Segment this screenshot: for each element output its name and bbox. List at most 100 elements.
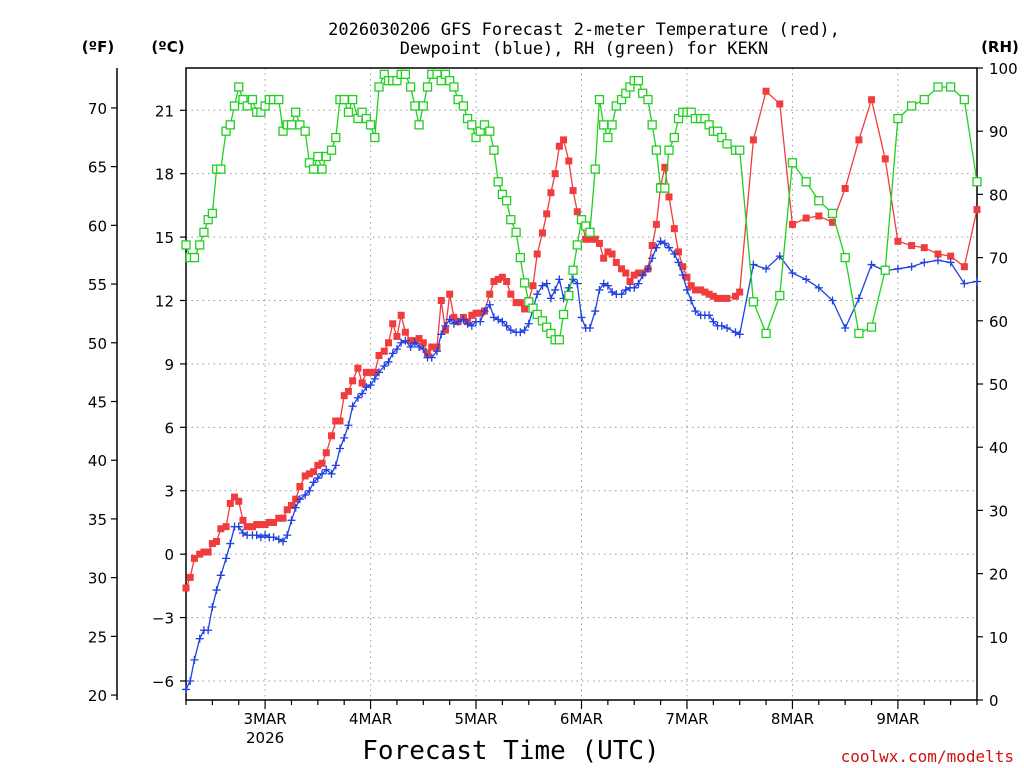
relative-humidity-point [300, 126, 310, 136]
chart-subtitle: Dewpoint (blue), RH (green) for KEKN [400, 39, 768, 59]
credit-text: coolwx.com/modelts [841, 747, 1014, 766]
temperature-point [555, 142, 563, 150]
temperature-point [424, 349, 432, 357]
dewpoint-point [208, 602, 217, 611]
temperature-point [362, 368, 370, 376]
temperature-point [551, 170, 559, 178]
dewpoint-point [238, 529, 247, 538]
dewpoint-point [291, 503, 300, 512]
temperature-point [310, 468, 318, 476]
temperature-point [604, 248, 612, 256]
temperature-point [543, 210, 551, 218]
dewpoint-point [717, 321, 726, 330]
temperature-point [340, 392, 348, 400]
temperature-point [618, 265, 626, 273]
dewpoint-point [226, 539, 235, 548]
dewpoint-point [322, 465, 331, 474]
relative-humidity-point [225, 120, 235, 130]
temperature-point [367, 368, 375, 376]
fahrenheit-tick-label: 60 [88, 217, 107, 235]
grid-lines [186, 68, 977, 700]
celsius-tick-label: 0 [164, 546, 174, 564]
temperature-point [829, 218, 837, 226]
dewpoint-point [665, 243, 674, 252]
relative-humidity-point [308, 164, 319, 174]
temperature-point [296, 483, 304, 491]
dewpoint-point [463, 319, 472, 328]
celsius-tick-label: −6 [152, 673, 174, 691]
dewpoint-point [375, 368, 384, 377]
temperature-point [881, 155, 889, 163]
dewpoint-point [279, 537, 288, 546]
relative-humidity-point [317, 164, 327, 174]
temperature-point [354, 364, 362, 372]
relative-humidity-point [607, 120, 617, 130]
relative-humidity-point [972, 177, 982, 187]
temperature-point [960, 263, 968, 271]
celsius-tick-label: 12 [155, 293, 174, 311]
temperature-point [749, 136, 757, 144]
relative-humidity-point [519, 278, 530, 288]
temperature-point [441, 326, 449, 334]
dewpoint-point [723, 323, 732, 332]
dewpoint-point [190, 655, 199, 664]
dewpoint-point [687, 296, 696, 305]
relative-humidity-point [515, 252, 525, 263]
temperature-point [788, 220, 796, 228]
relative-humidity-point [374, 82, 384, 92]
temperature-point [275, 514, 283, 522]
temperature-point [239, 516, 247, 524]
dewpoint-point [182, 685, 190, 694]
x-tick-label: 6MAR [560, 710, 603, 728]
dewpoint-point [419, 345, 428, 354]
dewpoint-series [182, 237, 981, 694]
dewpoint-point [344, 421, 353, 430]
relative-humidity-point [479, 120, 490, 130]
temperature-point [714, 294, 722, 302]
relative-humidity-point [370, 132, 380, 143]
dewpoint-point [933, 256, 942, 265]
relative-humidity-point [181, 240, 191, 250]
dewpoint-point [691, 307, 700, 316]
temperature-point [503, 277, 511, 285]
dewpoint-point [520, 326, 529, 335]
temperature-point [446, 290, 454, 298]
temperature-point [349, 377, 357, 385]
temperature-point [328, 432, 336, 440]
temperature-point [384, 339, 392, 347]
temperature-point [265, 518, 273, 526]
temperature-point [196, 550, 204, 558]
relative-humidity-point [189, 252, 200, 263]
rh-tick-label: 40 [989, 439, 1008, 457]
relative-humidity-point [906, 101, 917, 111]
temperature-point [661, 163, 669, 171]
temperature-point [507, 290, 515, 298]
dewpoint-point [366, 381, 375, 390]
temperature-point [565, 157, 573, 165]
relative-humidity-point [814, 196, 824, 206]
relative-humidity-point [840, 252, 850, 263]
temperature-point [200, 548, 208, 556]
temperature-point [675, 248, 683, 256]
fahrenheit-tick-label: 20 [88, 687, 107, 705]
dewpoint-point [652, 243, 661, 252]
temperature-point [208, 540, 216, 548]
relative-humidity-point [339, 94, 349, 105]
rh-tick-label: 0 [989, 692, 999, 710]
temperature-point [622, 269, 630, 277]
temperature-point [648, 242, 656, 250]
relative-humidity-point [326, 145, 337, 155]
dewpoint-point [186, 676, 195, 685]
celsius-tick-label: 9 [164, 356, 174, 374]
dewpoint-point [384, 357, 393, 366]
temperature-point [705, 290, 713, 298]
dewpoint-point [674, 258, 683, 267]
dewpoint-point [643, 264, 652, 273]
temperature-point [547, 189, 555, 197]
temperature-point [718, 294, 726, 302]
dewpoint-point [506, 326, 515, 335]
relative-humidity-point [893, 113, 903, 124]
rh-tick-label: 90 [989, 123, 1008, 141]
temperature-point [217, 525, 225, 533]
dewpoint-point [459, 315, 468, 324]
